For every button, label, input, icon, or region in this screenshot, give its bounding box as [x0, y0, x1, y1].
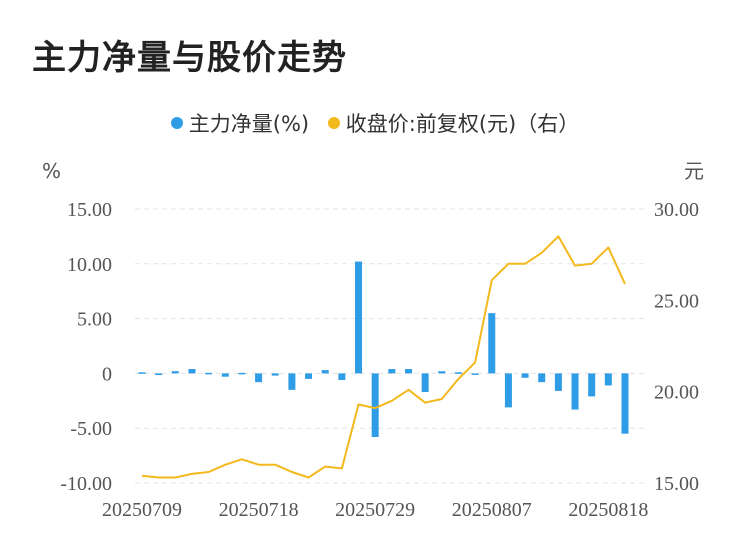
- bar-mark: [238, 372, 246, 375]
- line-series: [141, 235, 626, 479]
- bar-mark: [221, 373, 229, 377]
- left-axis: 15.00 10.00 5.00 0 -5.00 -10.00: [60, 199, 112, 495]
- bar-mark: [388, 369, 396, 374]
- left-tick-label: 15.00: [67, 199, 112, 221]
- bar-mark: [371, 373, 379, 437]
- bar-mark: [421, 373, 429, 393]
- bar-mark: [138, 372, 146, 374]
- right-axis: 30.00 25.00 20.00 15.00: [654, 199, 699, 495]
- right-tick-label: 20.00: [654, 382, 699, 404]
- x-tick-label: 20250718: [219, 499, 299, 521]
- bar-mark: [554, 373, 562, 391]
- left-axis-unit: %: [42, 159, 61, 183]
- bar-mark: [271, 373, 279, 376]
- bar-mark: [338, 373, 346, 380]
- bar-mark: [604, 373, 612, 386]
- bar-mark: [288, 373, 296, 390]
- x-axis: 20250709 20250718 20250729 20250807 20250818: [102, 499, 648, 521]
- right-axis-unit: 元: [684, 159, 704, 183]
- bar-series: [138, 261, 629, 437]
- x-tick-label: 20250807: [452, 499, 532, 521]
- bar-mark: [205, 372, 213, 375]
- price-line: [141, 235, 626, 479]
- legend-item-bar[interactable]: 主力净量(%): [170, 108, 310, 138]
- x-tick-label: 20250818: [568, 499, 648, 521]
- x-tick-label: 20250709: [102, 499, 182, 521]
- left-tick-label: 0: [102, 363, 112, 385]
- bar-mark: [488, 313, 496, 374]
- bar-mark: [521, 373, 529, 378]
- legend-line-dot: [327, 117, 340, 129]
- bar-mark: [255, 373, 263, 383]
- bar-mark: [321, 370, 329, 374]
- legend-bar-dot: [170, 117, 183, 129]
- grid-lines: [135, 208, 645, 484]
- left-tick-label: 10.00: [67, 254, 112, 276]
- right-tick-label: 25.00: [654, 290, 699, 312]
- left-tick-label: 5.00: [77, 309, 112, 331]
- legend-line-label: 收盘价:前复权(元)（右）: [345, 112, 580, 136]
- bar-mark: [454, 372, 462, 374]
- legend-bar-label: 主力净量(%): [188, 112, 310, 136]
- bar-mark: [355, 261, 363, 374]
- bar-mark: [438, 371, 446, 374]
- bar-mark: [155, 373, 163, 376]
- legend-item-line[interactable]: 收盘价:前复权(元)（右）: [327, 108, 580, 138]
- left-tick-label: -5.00: [70, 418, 112, 440]
- right-tick-label: 30.00: [654, 199, 699, 221]
- bar-mark: [188, 369, 196, 374]
- x-tick-label: 20250729: [335, 499, 415, 521]
- bar-mark: [171, 371, 179, 374]
- bar-mark: [471, 373, 479, 375]
- legend: 主力净量(%) 收盘价:前复权(元)（右）: [0, 108, 750, 138]
- bar-mark: [305, 373, 313, 379]
- chart-title: 主力净量与股价走势: [32, 38, 347, 78]
- bar-mark: [538, 373, 546, 383]
- bar-mark: [404, 369, 412, 374]
- right-tick-label: 15.00: [654, 473, 699, 495]
- bar-mark: [504, 373, 512, 408]
- bar-mark: [571, 373, 579, 410]
- left-tick-label: -10.00: [60, 473, 112, 495]
- bar-mark: [588, 373, 596, 397]
- bar-mark: [621, 373, 629, 434]
